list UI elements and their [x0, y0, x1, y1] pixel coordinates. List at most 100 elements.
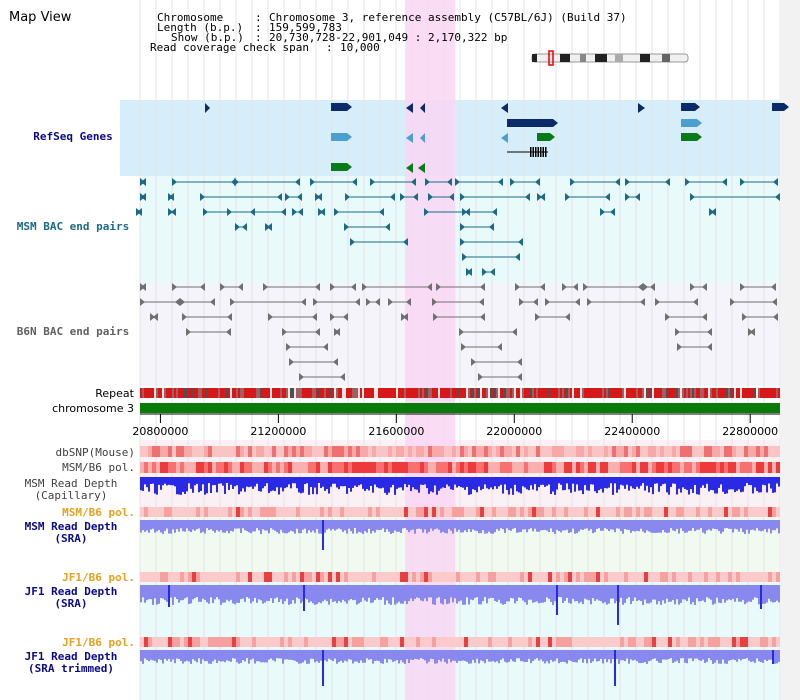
msm-bac-pair-end — [462, 208, 467, 216]
b6n-bac-pair-end — [220, 283, 225, 291]
jf1-trimmed-depth — [762, 650, 764, 663]
msm-sra-depth — [628, 520, 630, 530]
dbsnp-strip — [528, 446, 532, 457]
jf1-trimmed-depth — [566, 650, 568, 664]
jf1-trimmed-depth — [770, 650, 772, 660]
dbsnp-strip — [544, 446, 548, 457]
jf1-sra-depth — [434, 585, 436, 605]
track-label-repeat[interactable]: Repeat — [95, 387, 134, 400]
jf1-sra-depth — [488, 585, 490, 599]
track-label-b6n-bac[interactable]: B6N BAC end pairs — [16, 325, 130, 338]
jf1-trimmed-depth — [340, 650, 342, 661]
msm-b6-pol-strip — [180, 462, 184, 473]
jf1-sra-depth — [734, 585, 736, 602]
jf1-trimmed-depth — [666, 650, 668, 660]
track-label-msm-bac[interactable]: MSM BAC end pairs — [16, 220, 130, 233]
msm-sra-depth — [430, 520, 432, 529]
msm-sra-depth — [772, 520, 774, 531]
jf1-trimmed-depth — [186, 650, 188, 661]
repeat-segment — [776, 388, 778, 398]
dbsnp-strip — [276, 446, 280, 457]
jf1-sra-depth — [316, 585, 318, 605]
jf1-trimmed-depth — [580, 650, 582, 659]
jf1-b6-pol-strip — [704, 572, 708, 582]
b6n-bac-pair-end — [587, 298, 592, 306]
msm-sra-depth — [142, 520, 144, 531]
jf1-b6-pol-strip — [368, 572, 372, 582]
msm-sra-depth — [540, 520, 542, 531]
refseq-gene — [331, 163, 347, 171]
track-label-msm-b6-pol-1[interactable]: MSM/B6 pol. — [62, 461, 135, 474]
msm-capillary-depth — [218, 477, 220, 484]
repeat-segment — [322, 388, 324, 398]
msm-b6-pol2-strip — [344, 507, 348, 517]
jf1-b6-pol-strip — [284, 572, 288, 582]
jf1-b6-pol2-strip — [708, 637, 712, 647]
track-label-chromosome[interactable]: chromosome 3 — [52, 402, 134, 415]
jf1-b6-pol2-strip — [152, 637, 156, 647]
repeat-segment — [140, 388, 142, 398]
msm-b6-pol2-strip — [528, 507, 532, 517]
b6n-bac-pair-end — [433, 313, 438, 321]
jf1-b6-pol2-strip — [556, 637, 560, 647]
msm-b6-pol-strip — [496, 462, 500, 473]
jf1-trimmed-depth — [266, 650, 268, 663]
msm-capillary-depth — [270, 477, 272, 492]
jf1-b6-pol2-strip — [144, 637, 148, 647]
jf1-sra-depth — [724, 585, 726, 603]
b6n-bac-pair-end — [150, 313, 155, 321]
msm-sra-depth — [636, 520, 638, 531]
jf1-b6-pol-strip — [280, 572, 284, 582]
repeat-segment — [168, 388, 170, 398]
msm-b6-pol2-strip — [476, 507, 480, 517]
msm-capillary-depth — [720, 477, 722, 485]
repeat-segment — [750, 388, 752, 398]
jf1-sra-depth — [416, 585, 418, 598]
b6n-bac-pair-end — [140, 298, 145, 306]
dbsnp-strip — [144, 446, 148, 457]
repeat-segment — [636, 388, 638, 398]
msm-sra-depth — [620, 520, 622, 532]
msm-sra-depth — [452, 520, 454, 534]
track-label-dbsnp[interactable]: dbSNP(Mouse) — [55, 446, 135, 459]
track-label-msm-b6-pol-2[interactable]: MSM/B6 pol. — [62, 506, 135, 519]
repeat-segment — [200, 388, 202, 398]
msm-capillary-depth — [342, 477, 344, 487]
msm-sra-depth — [718, 520, 720, 532]
jf1-sra-depth — [200, 585, 202, 602]
jf1-b6-pol2-strip — [180, 637, 184, 647]
jf1-sra-depth — [690, 585, 692, 605]
jf1-trimmed-depth — [584, 650, 586, 660]
msm-b6-pol-strip — [476, 462, 480, 473]
msm-b6-pol-strip — [404, 462, 408, 473]
msm-capillary-depth — [400, 477, 402, 488]
jf1-b6-pol2-strip — [392, 637, 396, 647]
refseq-band-left — [120, 100, 140, 176]
repeat-segment — [314, 388, 316, 398]
jf1-b6-pol-strip — [608, 572, 612, 582]
jf1-trimmed-depth — [676, 650, 678, 661]
track-label-jf1-b6-pol-1[interactable]: JF1/B6 pol. — [62, 571, 135, 584]
msm-sra-depth — [700, 520, 702, 529]
jf1-trimmed-depth — [344, 650, 346, 661]
jf1-sra-depth — [152, 585, 154, 605]
msm-sra-depth — [298, 520, 300, 534]
jf1-trimmed-depth — [662, 650, 664, 660]
msm-b6-pol2-strip — [704, 507, 708, 517]
track-label-msm-depth-sra[interactable]: MSM Read Depth (SRA) — [5, 521, 137, 545]
msm-capillary-depth — [170, 477, 172, 486]
track-label-jf1-b6-pol-2[interactable]: JF1/B6 pol. — [62, 636, 135, 649]
track-label-msm-depth-capillary[interactable]: MSM Read Depth (Capillary) — [5, 478, 137, 502]
track-label-jf1-depth-trimmed[interactable]: JF1 Read Depth (SRA trimmed) — [5, 651, 137, 675]
jf1-b6-pol-strip — [448, 572, 452, 582]
b6n-bac-pair-end — [427, 283, 432, 291]
msm-sra-depth — [512, 520, 514, 529]
jf1-b6-pol-strip — [552, 572, 556, 582]
msm-capillary-depth — [194, 477, 196, 486]
track-label-refseq[interactable]: RefSeq Genes — [33, 130, 113, 143]
jf1-sra-depth — [720, 585, 722, 604]
track-label-jf1-depth-sra[interactable]: JF1 Read Depth (SRA) — [5, 586, 137, 610]
msm-sra-depth — [778, 520, 780, 534]
msm-sra-depth — [222, 520, 224, 533]
msm-capillary-depth — [422, 477, 424, 485]
